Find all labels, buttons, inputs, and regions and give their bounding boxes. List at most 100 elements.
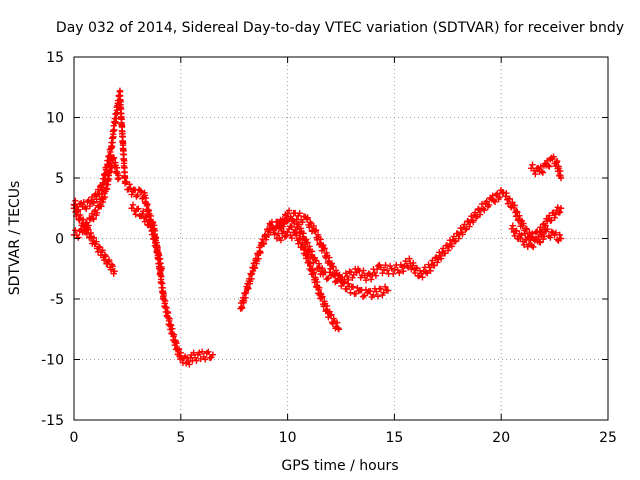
data-point — [367, 287, 374, 295]
data-point — [202, 356, 209, 363]
data-point — [126, 181, 133, 188]
data-point — [521, 230, 529, 237]
data-point — [134, 191, 141, 199]
data-point — [306, 224, 313, 231]
series-arc-7 — [273, 225, 343, 333]
data-point — [167, 322, 175, 329]
data-point — [470, 218, 477, 226]
data-point — [280, 228, 287, 235]
data-point — [511, 202, 518, 209]
data-point — [147, 212, 155, 220]
data-point — [485, 201, 493, 209]
data-point — [489, 192, 496, 199]
data-point — [72, 227, 79, 234]
data-point — [493, 191, 500, 198]
data-point — [411, 269, 419, 277]
data-point — [552, 229, 560, 236]
data-point — [468, 212, 475, 220]
data-point — [365, 270, 372, 277]
data-point — [93, 238, 100, 245]
data-point — [557, 174, 565, 182]
x-tick-label: 15 — [385, 430, 403, 446]
data-point — [384, 287, 392, 294]
data-point — [343, 272, 351, 280]
data-point — [335, 326, 343, 333]
data-point — [145, 217, 153, 224]
data-point — [374, 293, 382, 300]
data-point — [93, 196, 100, 203]
data-point — [306, 259, 313, 266]
series-arc-10 — [527, 153, 565, 182]
data-point — [295, 240, 302, 247]
data-point — [117, 98, 124, 106]
data-point — [299, 218, 306, 226]
data-point — [316, 284, 323, 291]
data-point — [517, 235, 524, 242]
data-point — [483, 198, 490, 205]
data-point — [347, 289, 354, 296]
data-point — [79, 216, 87, 223]
data-point — [160, 296, 168, 303]
data-point — [107, 151, 114, 159]
data-point — [111, 267, 118, 275]
data-point — [556, 231, 563, 239]
data-point — [103, 185, 111, 192]
data-point — [457, 225, 464, 232]
data-point — [295, 221, 303, 228]
data-point — [105, 175, 113, 182]
data-point — [494, 190, 501, 197]
y-tick-label: 10 — [46, 111, 64, 127]
data-point — [209, 351, 217, 358]
data-point — [245, 285, 252, 292]
data-point — [383, 267, 391, 274]
data-point — [547, 234, 554, 241]
data-point — [285, 225, 293, 233]
data-point — [277, 236, 285, 244]
data-point — [396, 269, 403, 277]
data-point — [110, 133, 117, 141]
data-point — [123, 178, 130, 186]
data-point — [186, 361, 193, 368]
data-point — [307, 260, 314, 267]
data-point — [86, 202, 94, 210]
data-point — [175, 345, 183, 353]
data-point — [140, 208, 147, 215]
x-tick-label: 10 — [279, 430, 297, 446]
data-point — [301, 244, 309, 252]
data-point — [402, 257, 409, 265]
data-point — [293, 230, 301, 237]
data-point — [323, 275, 330, 283]
data-point — [466, 223, 473, 230]
data-point — [502, 192, 509, 200]
data-point — [416, 267, 424, 274]
data-point — [546, 163, 553, 170]
data-point — [90, 199, 98, 206]
data-point — [112, 118, 119, 125]
data-point — [310, 222, 317, 230]
data-point — [129, 201, 137, 209]
data-point — [283, 232, 290, 240]
data-point — [379, 270, 386, 277]
y-tick-label: -15 — [41, 413, 64, 429]
data-point — [110, 154, 118, 161]
data-point — [251, 264, 259, 272]
data-point — [107, 266, 115, 273]
data-point — [291, 219, 298, 227]
data-point — [83, 205, 90, 212]
data-point — [529, 230, 536, 237]
data-point — [163, 304, 170, 312]
data-point — [400, 268, 407, 275]
axis-ticks — [73, 56, 609, 421]
data-point — [173, 340, 180, 347]
data-point — [537, 163, 544, 170]
data-point — [288, 215, 296, 223]
data-point — [319, 293, 326, 300]
data-point — [537, 239, 544, 246]
data-point — [556, 208, 564, 216]
data-point — [177, 349, 184, 357]
x-tick-label: 5 — [176, 430, 185, 446]
data-point — [260, 240, 268, 248]
data-point — [255, 255, 262, 262]
data-point — [93, 209, 101, 217]
